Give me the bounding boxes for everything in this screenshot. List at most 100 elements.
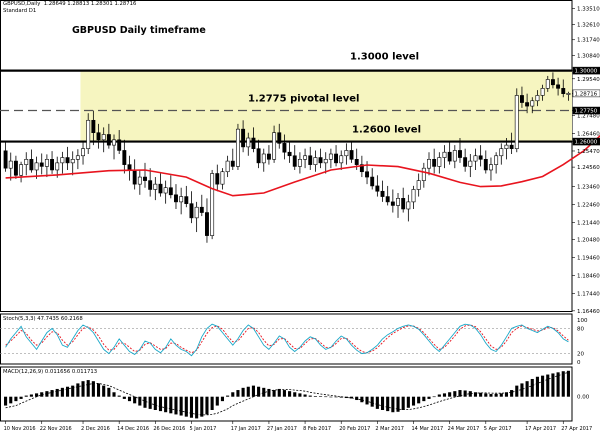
candle-body (266, 153, 271, 160)
candle-body (519, 95, 524, 103)
macd-bar (35, 393, 39, 397)
macd-bar (541, 375, 545, 397)
macd-bar (525, 381, 529, 397)
symbol-info: GBPUSD,Daily 1.28649 1.28813 1.28301 1.2… (3, 1, 137, 7)
candle-body (452, 150, 457, 162)
candle-body (122, 150, 127, 165)
candle-body (427, 159, 431, 169)
candle-body (55, 162, 60, 171)
macd-bar (308, 395, 312, 397)
time-label: 14 Dec 2016 (117, 426, 149, 432)
macd-bar (386, 396, 390, 412)
candle-body (556, 84, 561, 89)
price-label: 1.28716 (575, 91, 598, 97)
candle-body (463, 157, 468, 167)
macd-label: MACD(12,26,9) 0.011656 0.011713 (3, 369, 98, 375)
macd-bar (396, 396, 400, 412)
macd-bar (411, 396, 416, 406)
candle-body (148, 180, 153, 190)
macd-bar (277, 388, 281, 397)
macd-bar (561, 371, 565, 397)
candle-body (3, 150, 8, 169)
price-label: 1.23460 (577, 185, 600, 191)
candle-body (282, 143, 287, 153)
macd-signal-line (5, 371, 569, 416)
macd-bar (60, 387, 64, 397)
candle-body (478, 155, 483, 160)
candle-body (499, 148, 504, 157)
price-label: 1.30000 (575, 69, 598, 75)
macd-bar (458, 390, 462, 397)
level-label-2: 1.2600 level (352, 125, 421, 136)
stoch-main-line (5, 323, 569, 357)
candle-body (179, 196, 184, 203)
price-label-box (572, 106, 600, 115)
macd-bar (184, 396, 188, 417)
candle-body (540, 88, 545, 96)
macd-bar (189, 396, 194, 418)
candle-body (34, 162, 39, 171)
candle-body (39, 162, 44, 167)
time-label: 17 Apr 2017 (525, 426, 556, 432)
macd-bar (138, 396, 142, 406)
candle-body (65, 157, 70, 164)
candle-body (50, 159, 55, 171)
candle-body (112, 139, 116, 146)
candle-body (215, 173, 220, 185)
price-label: 1.32610 (577, 22, 600, 28)
macd-bar (504, 392, 509, 397)
price-label-box (572, 66, 600, 75)
macd-bar (107, 387, 111, 397)
macd-bar (76, 383, 80, 397)
candle-body (163, 187, 168, 194)
time-label: 20 Feb 2017 (339, 426, 370, 432)
candle-body (380, 190, 385, 197)
macd-bar (453, 391, 457, 397)
time-label: 17 Jan 2017 (231, 426, 261, 432)
macd-bar (556, 372, 560, 397)
chart-title: GBPUSD Daily timeframe (72, 25, 206, 36)
main-panel-frame (0, 0, 573, 312)
candle-body (535, 95, 540, 102)
price-label: 1.17440 (577, 291, 600, 297)
macd-bar (479, 392, 483, 397)
macd-bar (236, 390, 240, 397)
macd-bar (169, 396, 173, 414)
candle-body (70, 159, 75, 164)
candle-body (303, 155, 308, 160)
macd-bar (231, 392, 235, 397)
candle-body (530, 100, 535, 107)
candle-body (447, 151, 452, 162)
stoch-axis-label: 100 (577, 318, 588, 324)
stoch-label: Stoch(5,3,3) 47.7435 60.2168 (3, 316, 83, 322)
macd-bar (127, 396, 132, 402)
price-label: 1.22460 (577, 202, 600, 208)
macd-bar (122, 396, 126, 399)
candle-body (458, 150, 462, 158)
stoch-axis-label: 0 (577, 360, 581, 366)
price-label: 1.27750 (575, 109, 598, 115)
macd-bar (179, 396, 183, 416)
macd-bar (251, 385, 255, 397)
candle-body (189, 203, 194, 219)
candle-body (19, 164, 24, 176)
candle-body (13, 160, 18, 176)
time-label: 27 Apr 2017 (561, 426, 592, 432)
macd-bar (406, 396, 410, 408)
macd-bar (86, 380, 90, 397)
macd-bar (9, 396, 13, 404)
macd-bar (448, 392, 452, 397)
candle-body (442, 151, 447, 158)
time-label: 22 Nov 2016 (40, 426, 72, 432)
candle-body (489, 164, 493, 171)
candle-body (514, 95, 519, 149)
candle-body (525, 102, 530, 107)
candle-body (375, 185, 380, 192)
macd-bar (293, 392, 297, 397)
macd-bar (117, 395, 121, 397)
time-label: 26 Dec 2016 (153, 426, 185, 432)
price-label: 1.26460 (577, 131, 600, 137)
price-label: 1.31740 (577, 38, 600, 44)
macd-bar (241, 387, 245, 397)
